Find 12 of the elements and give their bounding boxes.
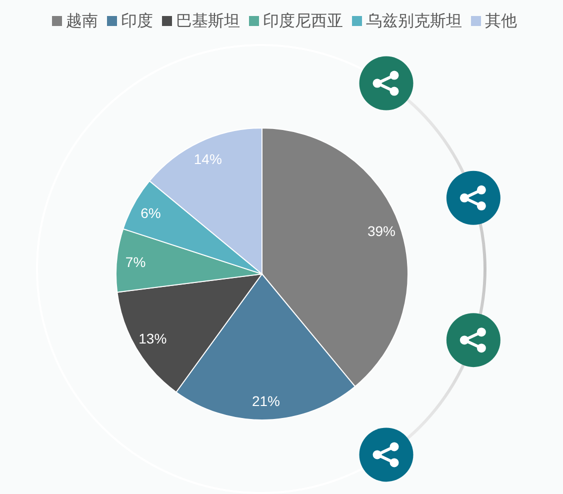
data-label: 21% <box>252 392 280 409</box>
data-label: 6% <box>140 204 161 221</box>
legend-label: 乌兹别克斯坦 <box>366 12 462 30</box>
data-label: 13% <box>138 330 167 347</box>
data-label: 39% <box>367 222 396 239</box>
legend-label: 印度尼西亚 <box>263 12 343 30</box>
legend-label: 其他 <box>485 12 517 30</box>
data-label: 14% <box>194 151 222 168</box>
data-label: 7% <box>125 254 146 270</box>
legend-label: 印度 <box>121 12 153 30</box>
legend-label: 越南 <box>66 12 98 30</box>
legend-label: 巴基斯坦 <box>176 12 240 30</box>
